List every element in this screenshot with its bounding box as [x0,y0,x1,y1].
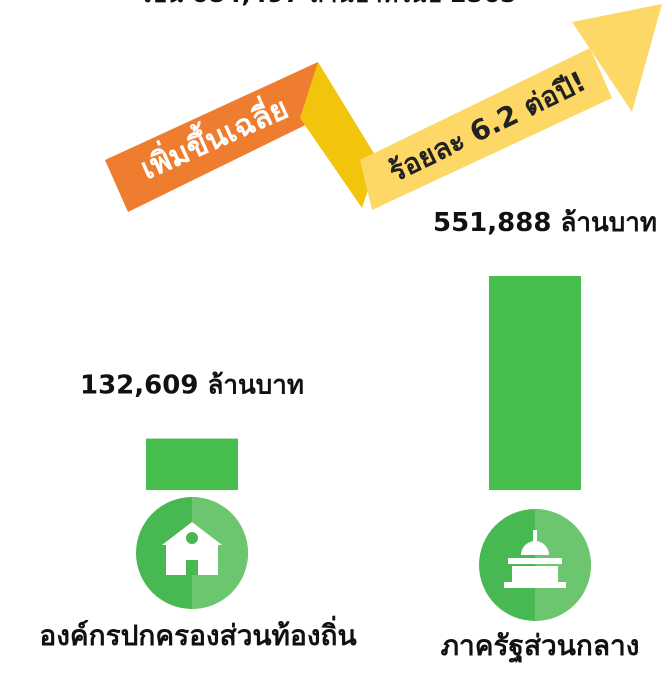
central-gov-icon [479,509,591,621]
annotation: ร้อยละ 6.2 ต่อปี! [383,65,591,189]
arrow-head [572,4,662,112]
yellow-band [360,48,612,210]
value-label: 132,609 ล้านบาท [80,371,304,401]
bar [146,438,238,490]
category-label: ภาครัฐส่วนกลาง [441,629,640,664]
value-label: 551,888 ล้านบาท [433,208,657,238]
trend-arrow [105,4,662,212]
category-label: องค์กรปกครองส่วนท้องถิ่น [39,615,356,652]
chart-title: เป็น 684,497 ล้านบาทในปี 2565 [143,0,517,8]
local-gov-icon [136,497,248,609]
arrow-fold [300,62,378,208]
bar [489,276,581,490]
orange-band [105,62,332,212]
